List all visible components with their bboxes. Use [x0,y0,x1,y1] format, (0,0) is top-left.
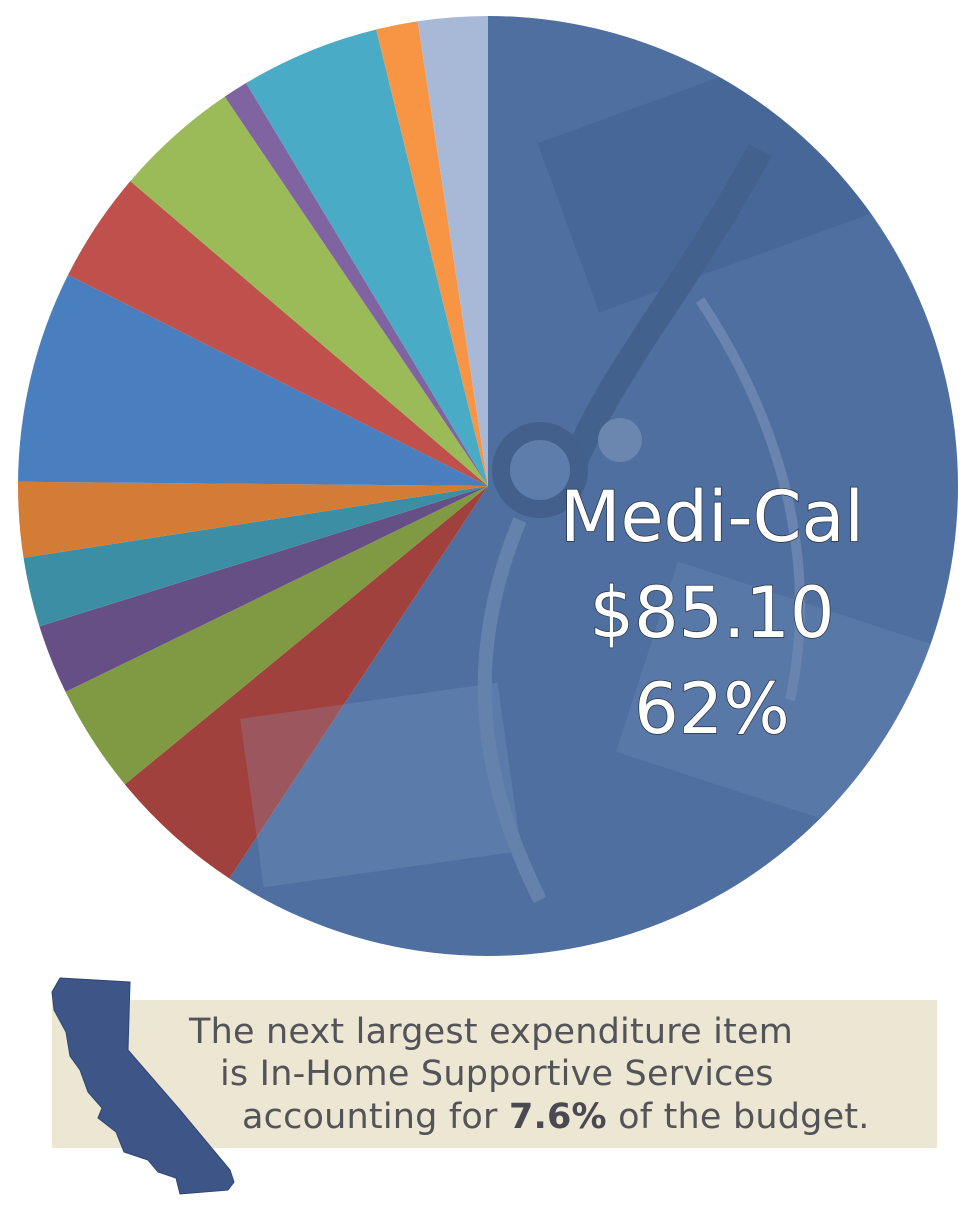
slice-label-percent: 62% [634,668,790,750]
pie-slice-5 [23,486,488,627]
pie-slice-6 [18,481,489,558]
callout-line-1: The next largest expenditure item [189,1012,794,1052]
callout-text: accounting for [242,1097,509,1137]
callout-line-3: accounting for 7.6% of the budget. [242,1097,870,1137]
pie-slice-13 [417,16,488,486]
pie-chart: Medi-Cal $85.10 62% [18,16,959,957]
slice-label-amount: $85.10 [590,572,835,654]
pie-slice-8 [68,181,489,487]
pie-slices [18,16,959,957]
callout-line-2: is In-Home Supportive Services [220,1054,774,1094]
slice-label-name: Medi-Cal [560,476,864,558]
pie-slice-9 [130,96,489,486]
pie-slice-medi-cal [229,16,959,957]
pie-slice-10 [224,83,488,486]
pie-slice-4 [39,486,488,692]
callout-text-end: of the budget. [606,1097,870,1137]
pie-slice-12 [376,21,488,486]
callout-highlight-value: 7.6% [508,1097,607,1137]
california-map-icon [51,977,235,1195]
pie-slice-7 [18,275,489,486]
pie-slice-2 [124,486,488,879]
pie-slice-11 [246,29,488,487]
callout-box: The next largest expenditure item is In-… [52,1000,937,1148]
pie-slice-3 [65,486,488,785]
